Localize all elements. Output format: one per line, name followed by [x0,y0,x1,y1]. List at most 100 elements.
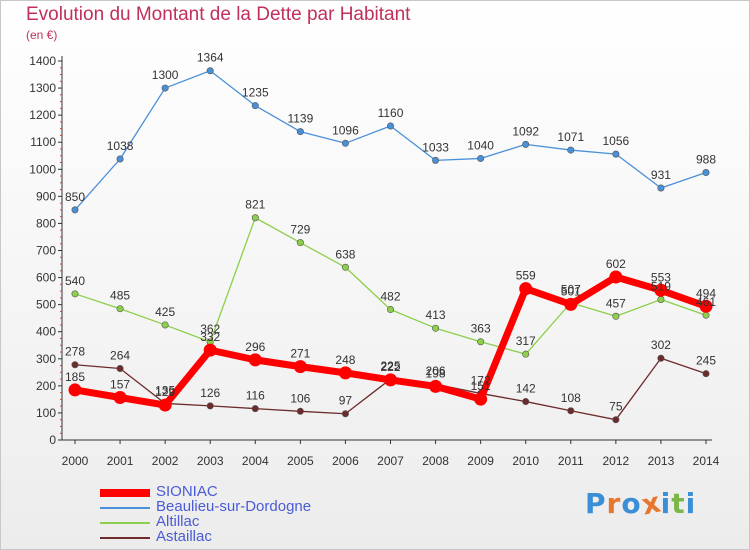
data-point [296,239,304,247]
legend-item: Beaulieu-sur-Dordogne [100,498,400,516]
data-label: 225 [380,359,400,373]
data-label: 931 [651,168,671,182]
legend-item: SIONIAC [100,483,400,501]
data-label: 1160 [378,106,404,120]
data-label: 75 [609,400,623,414]
x-tick-label: 2011 [558,454,584,468]
data-point [609,270,623,284]
data-label: 482 [380,290,400,304]
data-label: 602 [606,257,626,271]
data-point [657,184,665,192]
legend-label: Beaulieu-sur-Dordogne [156,498,312,515]
series-line [74,217,707,355]
x-tick-label: 2013 [648,454,675,468]
data-label: 245 [696,354,716,368]
data-point [161,321,169,329]
data-label: 206 [426,364,446,378]
data-label: 461 [696,295,716,309]
data-point [341,139,349,147]
data-point [71,361,79,369]
data-point [116,305,124,313]
data-label: 157 [110,377,130,391]
y-tick-label: 500 [36,298,56,312]
x-tick-label: 2001 [107,454,134,468]
data-label: 302 [651,338,671,352]
data-label: 540 [65,274,85,288]
data-label: 296 [245,340,265,354]
legend-swatch [100,537,150,539]
data-label: 1056 [603,134,630,148]
x-tick-label: 2008 [422,454,449,468]
data-point [522,140,530,148]
logo-letter: i [660,487,672,520]
legend-label: SIONIAC [156,483,218,500]
x-tick-label: 2009 [467,454,494,468]
data-label: 142 [516,382,536,396]
data-point [432,324,440,332]
data-label: 1235 [242,86,269,100]
data-label: 362 [200,322,220,336]
data-point [161,84,169,92]
data-point [206,67,214,75]
logo-letter: o [621,487,642,520]
data-label: 507 [561,283,581,297]
data-label: 729 [290,223,310,237]
series-sioniac [68,270,713,412]
data-label: 1096 [332,123,359,137]
y-tick-label: 400 [36,325,56,339]
legend-label: Altillac [156,513,200,530]
data-label: 222 [380,360,400,374]
data-label: 172 [471,373,491,387]
legend-label: Astaillac [156,528,212,545]
data-label: 425 [155,305,175,319]
x-tick-label: 2005 [287,454,314,468]
data-point [251,405,259,413]
data-label: 821 [245,198,265,212]
data-label: 332 [200,330,220,344]
y-tick-label: 300 [36,352,56,366]
data-label: 135 [155,383,175,397]
data-point [341,410,349,418]
data-label: 317 [516,334,536,348]
data-point [567,146,575,154]
data-point [251,214,259,222]
data-point [432,156,440,164]
y-tick-label: 100 [36,406,56,420]
data-point [522,350,530,358]
data-point [657,295,665,303]
chart-unit: (en €) [26,28,58,42]
legend-swatch [100,522,150,524]
data-label: 850 [65,190,85,204]
data-label: 97 [339,394,353,408]
x-tick-label: 2007 [377,454,404,468]
data-point [248,353,262,367]
y-tick-label: 1300 [29,81,56,95]
data-label: 1139 [287,112,313,126]
y-tick-label: 600 [36,271,56,285]
data-label: 198 [426,366,446,380]
data-label: 413 [426,308,446,322]
x-tick-label: 2014 [693,454,720,468]
data-label: 264 [110,349,130,363]
data-label: 638 [335,247,355,261]
series-beaulieu-sur-dordogne [71,67,710,214]
y-tick-label: 800 [36,216,56,230]
data-point [116,365,124,373]
data-point [206,402,214,410]
data-point [429,379,443,393]
data-point [293,360,307,374]
data-label: 1038 [107,139,134,153]
x-tick-label: 2012 [603,454,630,468]
y-tick-label: 1200 [29,108,56,122]
data-label: 501 [561,284,581,298]
y-tick-label: 200 [36,379,56,393]
data-point [612,312,620,320]
data-point [386,122,394,130]
data-label: 1300 [152,68,179,82]
data-label: 185 [65,370,85,384]
data-label: 1040 [467,138,494,152]
y-tick-label: 0 [49,433,56,447]
data-point [477,154,485,162]
data-point [296,128,304,136]
